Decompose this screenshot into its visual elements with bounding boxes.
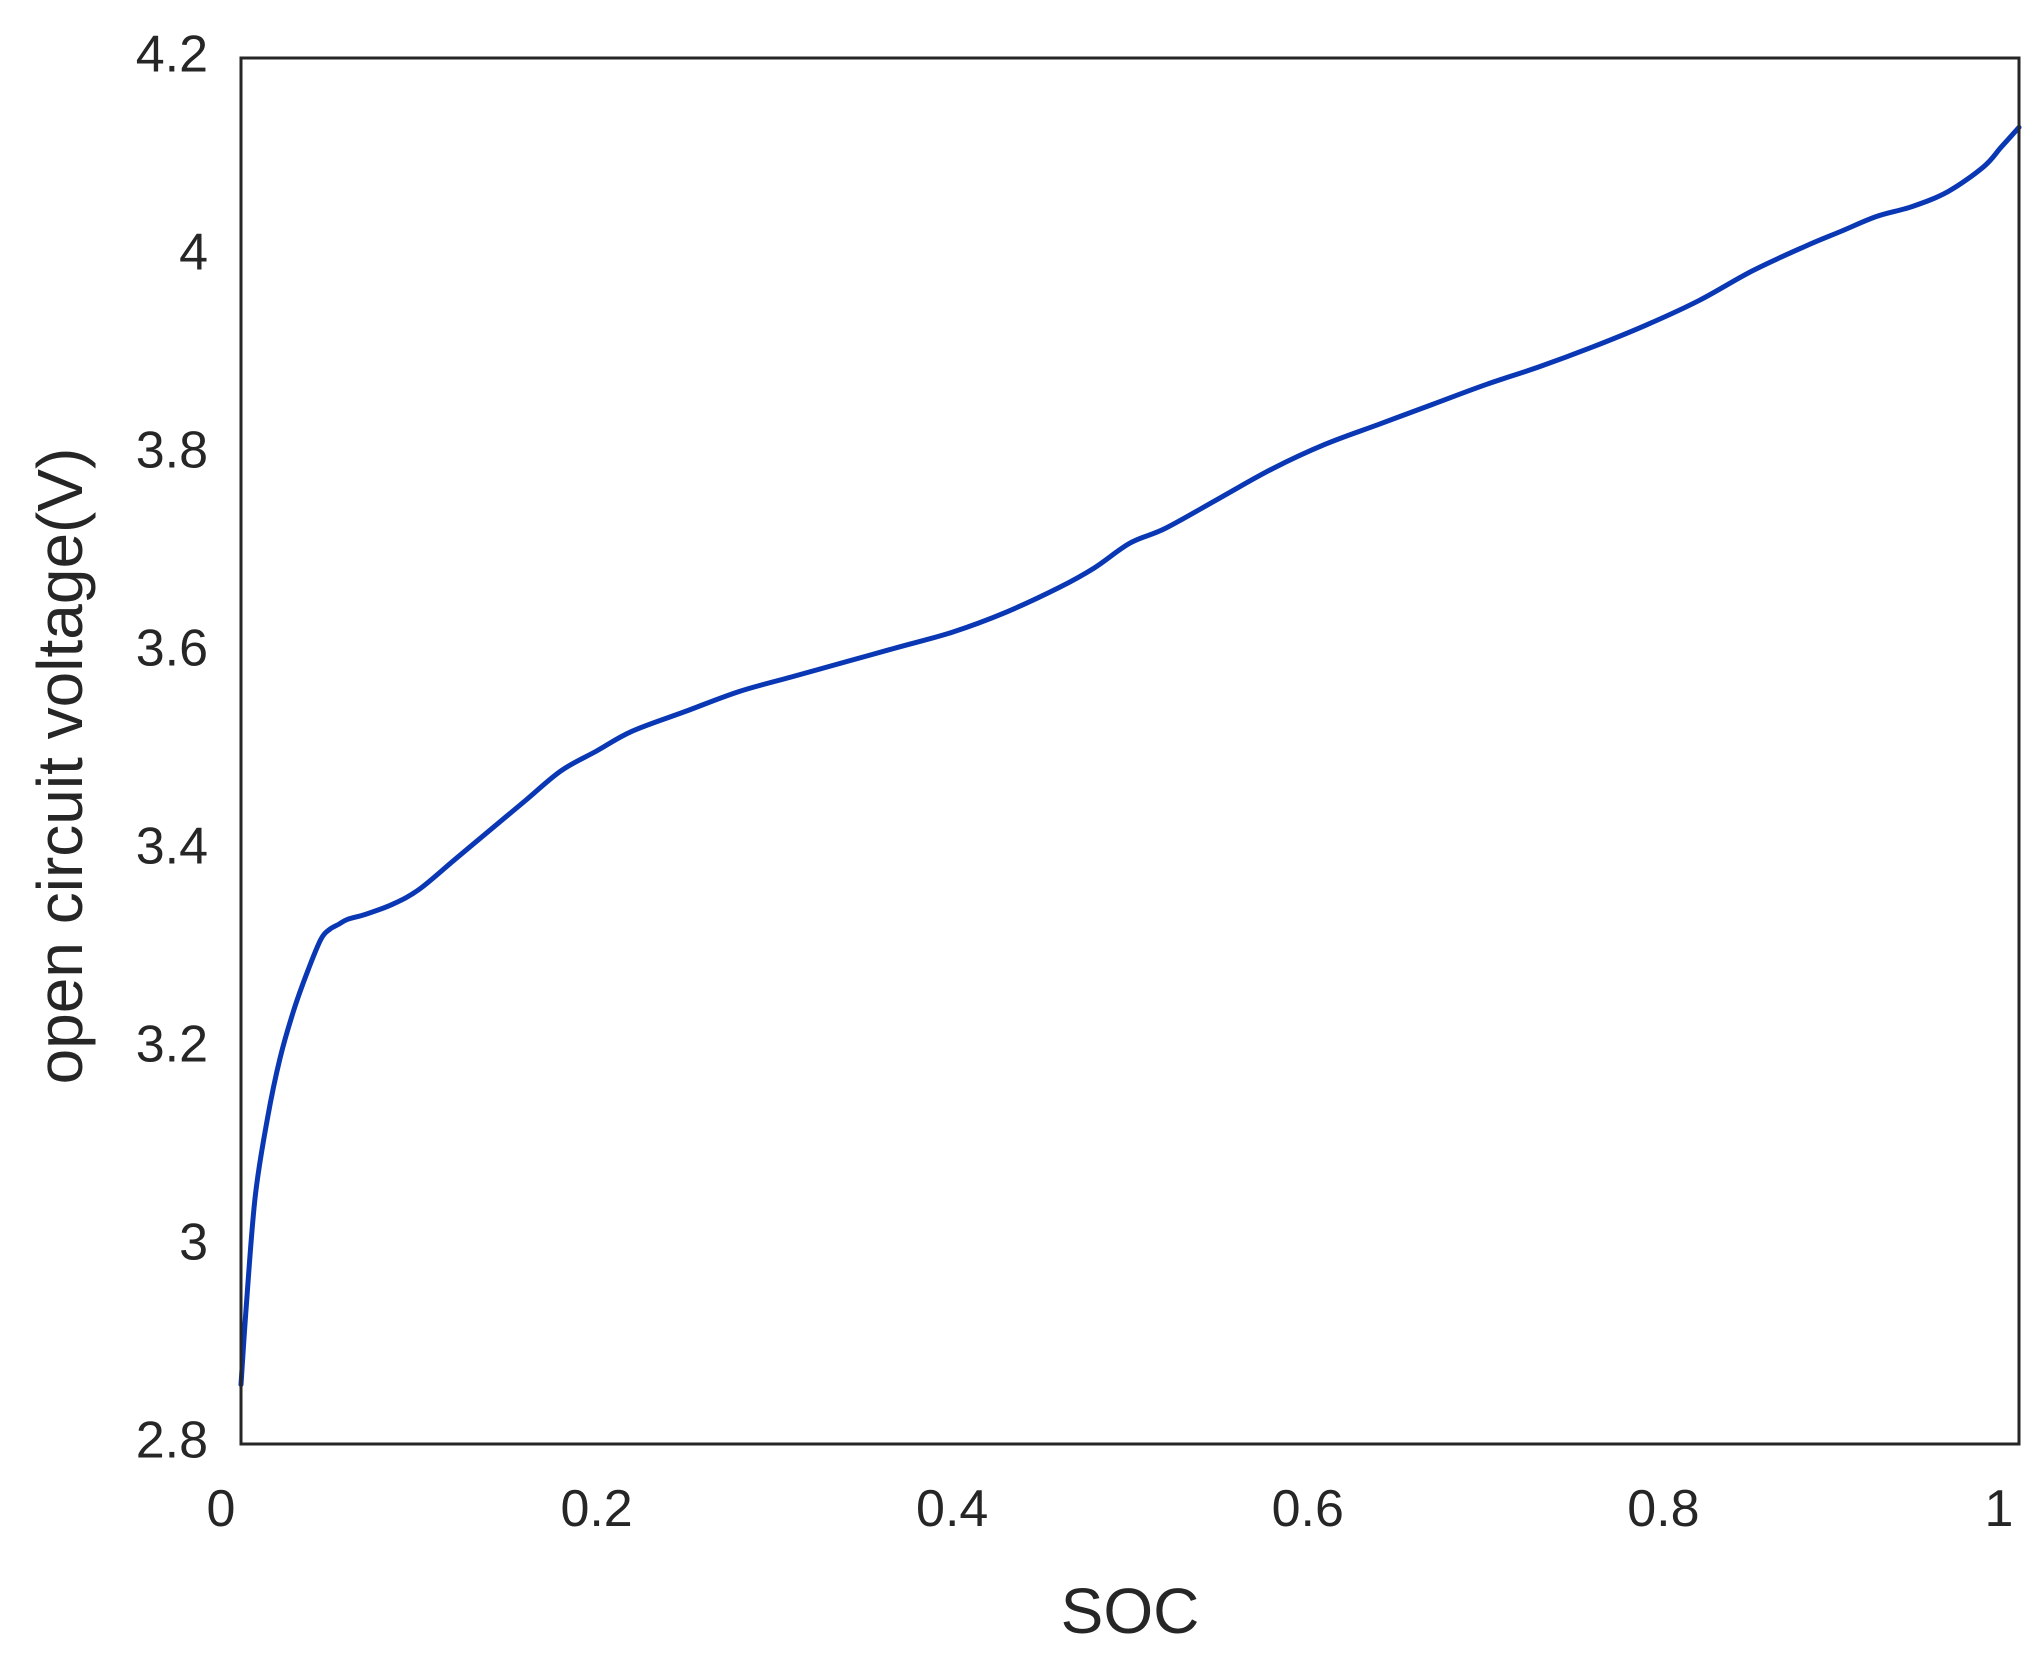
series-line (238, 124, 2022, 1388)
x-tick-labels: 0 0.2 0.4 0.6 0.8 1 (207, 1480, 2014, 1538)
y-tick-label: 4 (179, 224, 208, 282)
y-axis-title: open circuit voltage(V) (24, 448, 96, 1085)
y-tick-label: 3.4 (136, 818, 208, 876)
y-tick-label: 3.6 (136, 620, 208, 678)
x-axis-title: SOC (1061, 1575, 1200, 1647)
x-tick-label: 0.8 (1627, 1480, 1699, 1538)
x-tick-label: 1 (1985, 1480, 2014, 1538)
plot-area-frame (239, 56, 2021, 1446)
x-tick-label: 0.6 (1272, 1480, 1344, 1538)
y-tick-label: 2.8 (136, 1412, 208, 1470)
x-tick-label: 0 (207, 1480, 236, 1538)
y-tick-labels: 2.8 3 3.2 3.4 3.6 3.8 4 4.2 (136, 26, 208, 1470)
y-tick-label: 3.8 (136, 422, 208, 480)
y-tick-label: 3 (179, 1214, 208, 1272)
x-tick-label: 0.2 (560, 1480, 632, 1538)
series-layer (238, 124, 2022, 1388)
x-tick-label: 0.4 (916, 1480, 988, 1538)
y-tick-label: 4.2 (136, 26, 208, 84)
y-tick-label: 3.2 (136, 1016, 208, 1074)
